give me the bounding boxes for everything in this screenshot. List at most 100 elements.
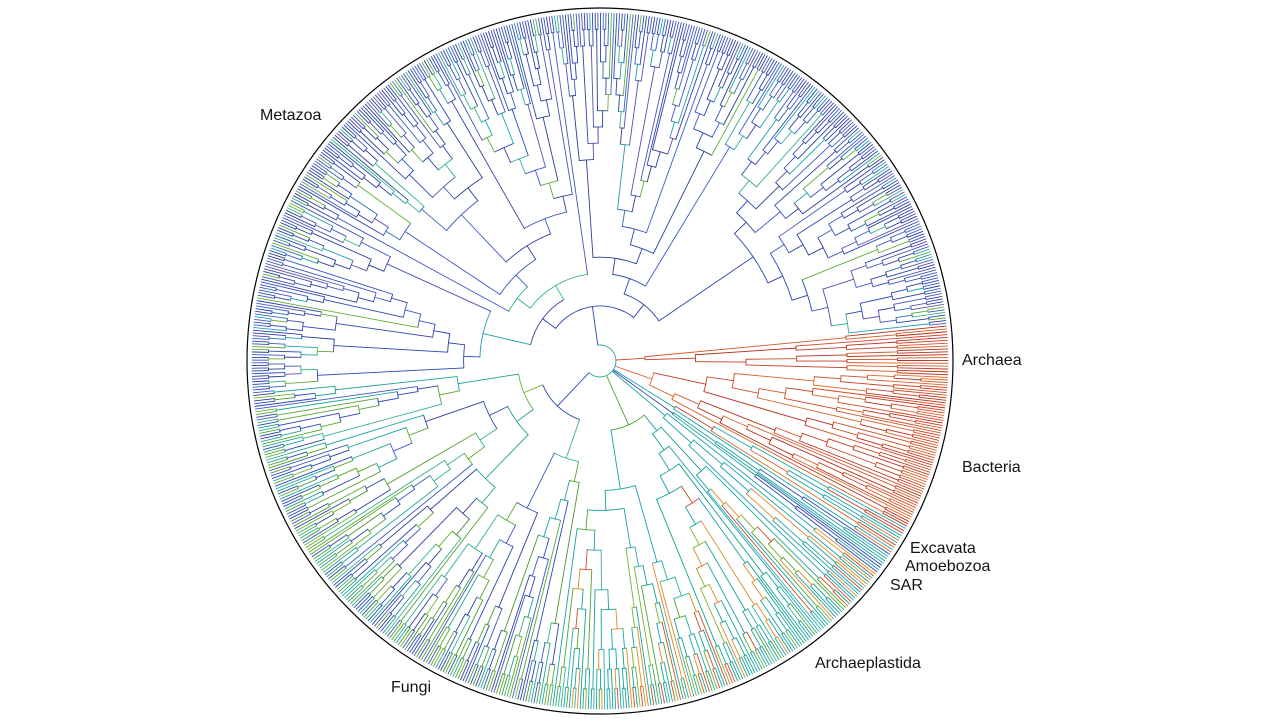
tree-branch (623, 293, 660, 322)
tree-branch (735, 637, 746, 656)
tree-branch (928, 314, 946, 318)
tree-branch (517, 678, 524, 700)
tree-branch (622, 648, 625, 669)
tree-branch (613, 12, 618, 79)
tree-branch (724, 620, 735, 640)
tree-branch (622, 628, 625, 649)
tree-branch (462, 642, 480, 682)
tree-branch (888, 413, 891, 418)
tree-branch (733, 373, 815, 382)
tree-branch (411, 619, 435, 655)
tree-branch (514, 655, 519, 658)
tree-branch (538, 662, 544, 684)
tree-branch (814, 95, 826, 109)
tree-branch (322, 296, 325, 303)
tree-branch (751, 605, 784, 658)
tree-branch (684, 615, 692, 635)
tree-branch (433, 330, 451, 335)
tree-branch (582, 45, 589, 144)
tree-branch (277, 229, 294, 237)
tree-branch (392, 81, 403, 96)
tree-branch (435, 578, 448, 597)
tree-branch (554, 15, 558, 33)
tree-branch (617, 13, 621, 47)
tree-branch (288, 506, 308, 517)
tree-branch (856, 139, 870, 152)
tree-branch (633, 304, 645, 318)
tree-branch (442, 652, 453, 673)
tree-branch (896, 331, 948, 337)
tree-branch (376, 611, 391, 629)
tree-branch (639, 686, 644, 707)
tree-branch (755, 185, 780, 210)
clade-label-sar: SAR (890, 577, 923, 594)
tree-branch (294, 192, 324, 210)
tree-branch (795, 334, 948, 347)
tree-branch (907, 230, 924, 238)
tree-branch (892, 292, 926, 301)
tree-branch (252, 332, 287, 337)
tree-branch (416, 639, 428, 658)
tree-branch (793, 453, 819, 466)
tree-branch (540, 180, 559, 187)
tree-branch (583, 29, 585, 47)
tree-branch (455, 584, 462, 589)
tree-branch (820, 100, 832, 114)
tree-branch (762, 95, 773, 111)
tree-branch (709, 32, 716, 49)
tree-branch (650, 49, 654, 67)
tree-branch (640, 32, 649, 82)
tree-branch (525, 680, 531, 702)
tree-branch (268, 342, 286, 345)
tree-branch (664, 19, 669, 37)
tree-branch (670, 680, 676, 702)
tree-branch (825, 180, 840, 192)
tree-branch (900, 260, 917, 266)
tree-branch (783, 156, 796, 169)
tree-branch (485, 670, 494, 691)
tree-branch (399, 222, 412, 241)
tree-branch (769, 252, 793, 301)
tree-branch (708, 584, 719, 603)
tree-branch (697, 610, 728, 686)
tree-branch (901, 259, 934, 270)
tree-branch (731, 387, 759, 394)
tree-branch (899, 476, 925, 488)
tree-branch (801, 498, 846, 529)
tree-branch (779, 67, 789, 83)
tree-branch (396, 391, 399, 399)
tree-branch (417, 385, 439, 390)
tree-branch (907, 452, 935, 461)
tree-branch (859, 418, 863, 426)
tree-branch (852, 449, 904, 468)
tree-branch (253, 398, 276, 402)
tree-branch (315, 513, 335, 525)
tree-branch (298, 525, 318, 537)
tree-branch (254, 313, 288, 319)
tree-branch (319, 154, 334, 165)
tree-branch (817, 605, 833, 622)
tree-branch (345, 202, 361, 213)
tree-branch (507, 57, 513, 60)
tree-branch (897, 480, 924, 492)
tree-branch (885, 506, 911, 520)
tree-branch (796, 505, 881, 568)
tree-branch (705, 671, 713, 691)
tree-branch (632, 687, 636, 708)
tree-branch (299, 527, 319, 539)
tree-branch (862, 315, 880, 320)
tree-branch (477, 69, 485, 86)
tree-branch (617, 144, 626, 210)
tree-branch (263, 268, 312, 283)
tree-branch (424, 78, 451, 122)
tree-branch (291, 197, 308, 207)
tree-branch (526, 245, 537, 260)
tree-branch (804, 424, 933, 466)
tree-branch (911, 436, 939, 444)
tree-branch (670, 104, 677, 122)
tree-branch (261, 278, 358, 303)
tree-branch (698, 497, 746, 564)
tree-branch (534, 639, 539, 642)
tree-branch (310, 464, 313, 469)
tree-branch (850, 265, 867, 272)
